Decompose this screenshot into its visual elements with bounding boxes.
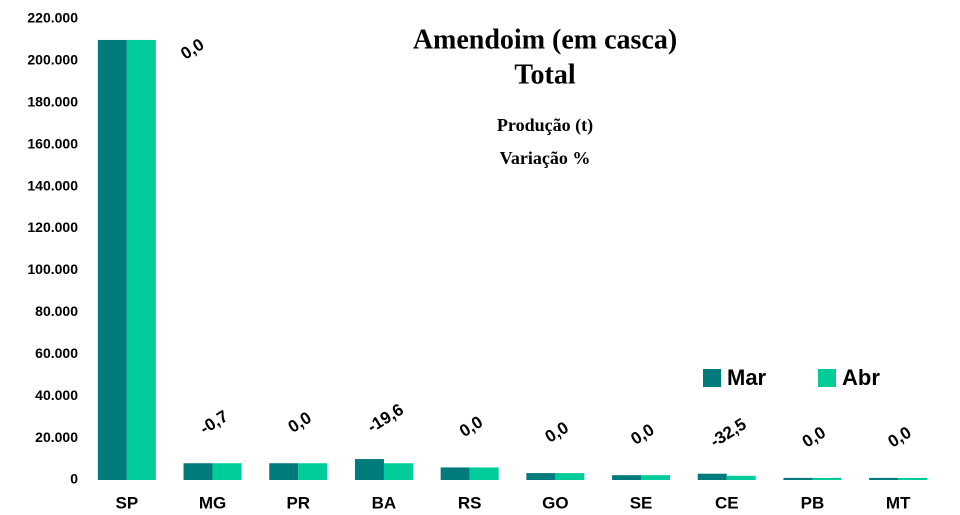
y-tick-label: 0	[70, 471, 78, 487]
y-tick-label: 80.000	[35, 303, 78, 319]
y-tick-label: 160.000	[27, 135, 78, 151]
annotation: 0,0	[177, 35, 207, 64]
bar	[555, 473, 585, 480]
annotation: -19,6	[364, 400, 407, 437]
chart-title: Amendoim (em casca)	[413, 24, 677, 55]
bar	[269, 463, 299, 480]
bar	[440, 467, 470, 480]
annotation: 0,0	[627, 420, 657, 449]
bar	[183, 463, 213, 480]
x-tick-label: MT	[886, 493, 911, 512]
bar	[126, 39, 156, 481]
bar	[97, 39, 127, 481]
bar	[298, 463, 328, 480]
annotation: 0,0	[542, 418, 572, 447]
bar	[641, 475, 671, 480]
annotation: 0,0	[456, 412, 486, 441]
x-tick-label: GO	[542, 493, 568, 512]
y-tick-label: 140.000	[27, 177, 78, 193]
bar	[869, 477, 899, 480]
bar	[469, 467, 499, 480]
legend-swatch	[818, 369, 836, 387]
bar	[354, 459, 384, 480]
annotation: 0,0	[285, 408, 315, 437]
x-tick-label: MG	[199, 493, 226, 512]
x-tick-label: RS	[458, 493, 482, 512]
note: Produção (t)	[497, 115, 593, 136]
y-tick-label: 40.000	[35, 387, 78, 403]
y-tick-label: 220.000	[27, 10, 78, 26]
bar	[526, 473, 556, 480]
annotation: -0,7	[197, 407, 232, 439]
bar	[212, 463, 242, 480]
legend-swatch	[703, 369, 721, 387]
bar	[697, 473, 727, 480]
legend-label: Mar	[727, 365, 767, 390]
x-tick-label: SP	[116, 493, 139, 512]
bar	[383, 463, 413, 480]
x-tick-label: PR	[286, 493, 310, 512]
bar	[812, 477, 842, 480]
bar	[783, 477, 813, 480]
bar	[898, 477, 928, 480]
x-tick-label: PB	[801, 493, 825, 512]
y-tick-label: 120.000	[27, 219, 78, 235]
legend-label: Abr	[842, 365, 880, 390]
chart-subtitle: Total	[514, 59, 575, 90]
x-tick-label: SE	[630, 493, 653, 512]
y-tick-label: 180.000	[27, 94, 78, 110]
annotation: -32,5	[707, 415, 750, 452]
y-tick-label: 200.000	[27, 52, 78, 68]
x-tick-label: CE	[715, 493, 739, 512]
annotation: 0,0	[885, 423, 915, 452]
y-tick-label: 20.000	[35, 429, 78, 445]
x-tick-label: BA	[372, 493, 397, 512]
note: Variação %	[500, 148, 591, 168]
bar	[612, 475, 642, 480]
y-tick-label: 100.000	[27, 261, 78, 277]
y-tick-label: 60.000	[35, 345, 78, 361]
annotation: 0,0	[799, 423, 829, 452]
bar	[726, 475, 756, 480]
